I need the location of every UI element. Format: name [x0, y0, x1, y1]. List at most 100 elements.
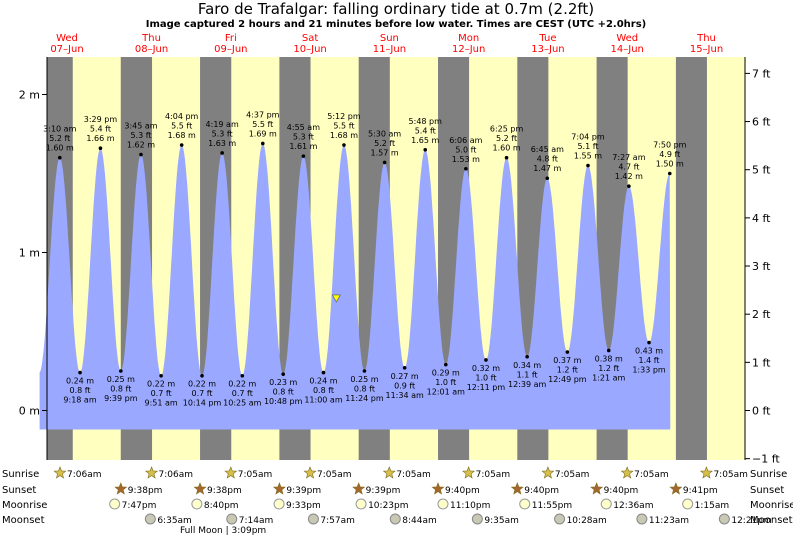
moonset-time: 6:35am [157, 516, 192, 526]
low-tide-label: 11:24 pm [345, 394, 384, 403]
left-tick-label: 2 m [19, 89, 40, 102]
sunrise-time: 7:05am [396, 470, 431, 480]
sunrise-time: 7:05am [476, 470, 511, 480]
low-tide-label: 0.22 m [147, 380, 175, 389]
low-tide-label: 10:48 pm [264, 397, 303, 406]
low-tide-point [240, 373, 245, 378]
low-tide-label: 1.1 ft [517, 370, 538, 379]
sunset-time: 9:39pm [366, 486, 401, 496]
high-tide-label: 1.60 m [492, 144, 520, 153]
chart-title: Faro de Trafalgar: falling ordinary tide… [198, 0, 594, 18]
moonset-time: 7:57am [320, 516, 355, 526]
high-tide-point [301, 154, 306, 158]
moonset-time: 12:21pm [731, 516, 771, 526]
moonrise-icon [191, 498, 203, 510]
high-tide-label: 5:30 am [368, 129, 401, 138]
day-name: Thu [696, 33, 716, 44]
row-label-left: Sunset [2, 485, 36, 496]
day-labels: Wed07–JunThu08–JunFri09–JunSat10–JunSun1… [50, 33, 723, 55]
sunrise-time: 7:05am [317, 470, 352, 480]
low-tide-point [565, 350, 570, 354]
high-tide-label: 1.66 m [86, 134, 114, 143]
right-tick-label: 0 ft [752, 405, 771, 418]
sunrise-icon [541, 466, 555, 479]
moonset-icon [554, 513, 566, 525]
low-tide-label: 12:39 am [508, 380, 547, 389]
tide-extremes: 3:10 am5.2 ft1.60 m0.24 m0.8 ft9:18 am3:… [43, 110, 686, 407]
sunrise-time: 7:06am [159, 470, 194, 480]
sunrise-icon [303, 466, 317, 479]
sunset-time: 9:39pm [286, 486, 321, 496]
sunset-time: 9:40pm [604, 486, 639, 496]
low-tide-point [362, 369, 367, 373]
high-tide-label: 4:04 pm [165, 112, 199, 121]
sunrise-icon [699, 466, 713, 479]
moonrise-time: 7:47pm [122, 501, 157, 511]
moonset-time: 11:23am [649, 516, 689, 526]
low-tide-point [402, 366, 407, 370]
low-tide-label: 9:51 am [145, 399, 178, 408]
sunrise-icon [145, 466, 159, 479]
low-tide-point [647, 340, 651, 345]
sunset-time: 9:40pm [524, 486, 559, 496]
low-tide-label: 10:25 am [223, 399, 262, 408]
high-tide-point [464, 166, 468, 171]
high-tide-label: 4:55 am [287, 123, 320, 132]
high-tide-label: 5.4 ft [90, 125, 111, 134]
axes: 0 m 1 m 2 m −1 ft 0 ft 1 ft 2 ft 3 ft 4 ft 5 ft 6 … [19, 57, 780, 466]
low-tide-point [78, 370, 82, 375]
day-date: 15–Jun [690, 44, 723, 55]
day-date: 10–Jun [293, 44, 326, 55]
high-tide-label: 4:37 pm [246, 110, 280, 119]
day-date: 07–Jun [50, 44, 83, 55]
right-tick-label: 3 ft [752, 260, 771, 273]
low-tide-label: 0.7 ft [232, 389, 253, 398]
low-tide-label: 11:34 am [386, 391, 425, 400]
sunrise-icon [224, 466, 238, 479]
tide-area [39, 143, 671, 430]
day-name: Tue [538, 33, 556, 44]
high-tide-label: 6:25 pm [490, 125, 524, 134]
moonset-icon [471, 513, 483, 525]
left-tick-label: 1 m [19, 247, 40, 260]
high-tide-label: 5.3 ft [130, 131, 151, 140]
low-tide-point [321, 370, 326, 375]
moonrise-icon [682, 498, 694, 510]
high-tide-label: 1.68 m [330, 131, 358, 140]
daylight-band [706, 57, 745, 460]
high-tide-point [260, 141, 265, 146]
high-tide-label: 3:10 am [43, 125, 76, 134]
moonset-icon [226, 513, 238, 525]
low-tide-label: 0.37 m [553, 356, 581, 365]
moonrise-icon [109, 498, 121, 510]
low-tide-label: 0.25 m [107, 375, 135, 384]
high-tide-label: 1.69 m [249, 129, 277, 138]
high-tide-label: 3:29 pm [84, 115, 118, 124]
right-tick-label: 1 ft [752, 356, 771, 369]
high-tide-label: 5.0 ft [455, 145, 476, 154]
low-tide-label: 0.27 m [391, 372, 419, 381]
high-tide-label: 5.2 ft [374, 139, 395, 148]
moonset-icon [636, 513, 648, 525]
low-tide-label: 0.8 ft [69, 386, 90, 395]
high-tide-label: 5.2 ft [49, 134, 70, 143]
low-tide-label: 0.8 ft [354, 385, 375, 394]
low-tide-point [484, 358, 488, 362]
day-date: 09–Jun [214, 44, 247, 55]
high-tide-label: 5.5 ft [252, 120, 273, 129]
moonrise-icon [355, 498, 367, 510]
current-level-marker [331, 294, 341, 303]
low-tide-label: 1.4 ft [638, 356, 659, 365]
low-tide-label: 0.25 m [350, 375, 378, 384]
high-tide-point [220, 151, 224, 155]
low-tide-label: 0.29 m [432, 369, 460, 378]
sunset-icon [114, 482, 128, 495]
day-name: Fri [225, 33, 237, 44]
row-label-right: Sunset [750, 485, 784, 496]
low-tide-label: 11:00 am [304, 396, 343, 405]
right-tick-label: 5 ft [752, 164, 771, 177]
sunrise-icon [382, 466, 396, 479]
low-tide-point [119, 369, 123, 373]
row-label-left: Sunrise [2, 469, 39, 480]
